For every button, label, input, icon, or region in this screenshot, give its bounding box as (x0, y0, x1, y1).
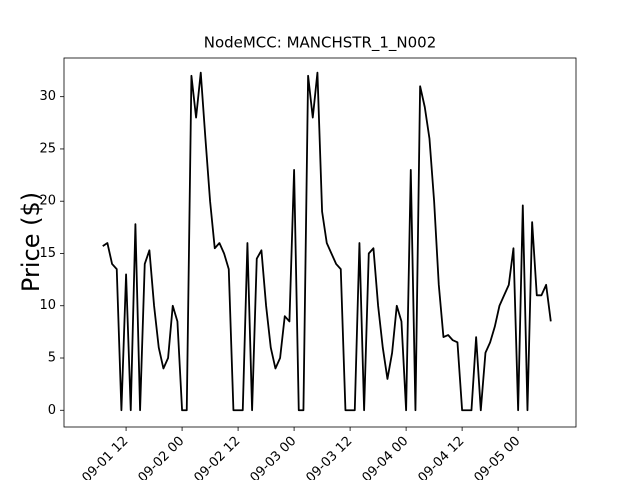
y-tick-label: 0 (48, 403, 56, 418)
x-tick-label: 09-04 00 (359, 434, 411, 480)
chart-title: NodeMCC: MANCHSTR_1_N002 (204, 34, 437, 53)
y-tick-label: 15 (39, 246, 56, 261)
y-tick-label: 5 (48, 351, 56, 366)
y-axis-label: Price ($) (17, 192, 45, 292)
y-tick-label: 10 (39, 298, 56, 313)
x-tick-label: 09-03 00 (247, 434, 299, 480)
price-line (102, 71, 552, 412)
x-tick-label: 09-01 12 (79, 434, 131, 480)
x-tick-label: 09-03 12 (303, 434, 355, 480)
y-tick-label: 20 (39, 194, 56, 209)
x-tick-label: 09-05 00 (471, 434, 523, 480)
axes-frame (63, 57, 577, 428)
y-tick-label: 30 (39, 89, 56, 104)
x-tick-label: 09-02 12 (191, 434, 243, 480)
y-tick-label: 25 (39, 141, 56, 156)
x-tick-label: 09-04 12 (415, 434, 467, 480)
x-tick-label: 09-02 00 (135, 434, 187, 480)
